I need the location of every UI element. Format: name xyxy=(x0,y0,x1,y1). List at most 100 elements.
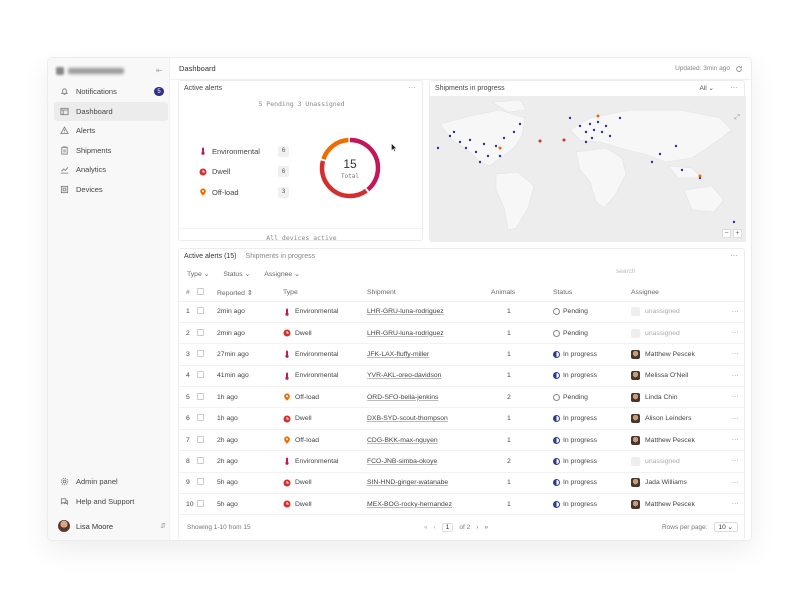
shipment-link[interactable]: FCO-JNB-simba-okoye xyxy=(367,457,438,465)
filter-status[interactable]: Status ⌄ xyxy=(223,271,251,278)
zoom-out-button[interactable]: − xyxy=(722,229,731,238)
row-number: 4 xyxy=(179,365,197,388)
prev-page-icon[interactable]: ‹ xyxy=(433,523,436,531)
shipment-link[interactable]: SIN-HND-ginger-watanabe xyxy=(367,479,449,487)
shipment-dot xyxy=(578,124,582,128)
table-row[interactable]: 6 1h ago Dwell DXB-SYD-scout-thompson 1 In pr… xyxy=(179,407,746,430)
column-header-animals: Animals xyxy=(491,285,553,302)
collapse-sidebar-icon[interactable]: ⇤ xyxy=(156,66,163,75)
table-row[interactable]: 5 1h ago Off-load ORD-SFO-bella-jenkins 2 Pen… xyxy=(179,386,746,409)
row-more-icon[interactable]: ⋯ xyxy=(724,493,746,516)
assignee-cell[interactable]: Matthew Pescek xyxy=(631,343,724,366)
assignee-cell[interactable]: Jada Williams xyxy=(631,472,724,495)
rows-per-page-select[interactable]: 10 ⌄ xyxy=(713,522,738,532)
expand-icon[interactable]: ⤢ xyxy=(734,114,740,121)
map-filter-select[interactable]: All ⌄ xyxy=(699,85,715,92)
avatar xyxy=(631,478,640,488)
row-checkbox[interactable] xyxy=(197,307,204,315)
row-checkbox[interactable] xyxy=(197,499,204,507)
last-page-icon[interactable]: » xyxy=(484,523,489,531)
row-more-icon[interactable]: ⋯ xyxy=(724,407,746,430)
refresh-icon[interactable] xyxy=(735,65,743,73)
row-more-icon[interactable]: ⋯ xyxy=(724,450,746,473)
next-page-icon[interactable]: › xyxy=(476,523,479,531)
row-checkbox[interactable] xyxy=(197,414,204,422)
assignee-cell[interactable]: Melissa O'Neil xyxy=(631,365,724,388)
row-more-icon[interactable]: ⋯ xyxy=(724,365,746,388)
first-page-icon[interactable]: « xyxy=(424,523,428,531)
row-checkbox[interactable] xyxy=(197,478,204,486)
status-label: In progress xyxy=(563,350,598,358)
world-map[interactable]: ⤢ − + xyxy=(430,96,746,242)
table-row[interactable]: 8 2h ago Environmental FCO-JNB-simba-okoye 2… xyxy=(179,450,746,473)
row-more-icon[interactable]: ⋯ xyxy=(724,301,746,323)
shipment-link[interactable]: JFK-LAX-fluffy-miller xyxy=(367,350,430,358)
legend-environmental[interactable]: Environmental 6 xyxy=(199,141,289,162)
row-more-icon[interactable]: ⋯ xyxy=(724,472,746,495)
legend-off-load[interactable]: Off-load 3 xyxy=(199,182,289,203)
table-row[interactable]: 2 2min ago Dwell LHR-GRU-luna-rodriguez 1 Pen… xyxy=(179,322,746,345)
row-checkbox[interactable] xyxy=(197,371,204,379)
tab-shipments-in-progress[interactable]: Shipments in progress xyxy=(245,253,316,260)
assignee-cell[interactable]: Linda Chin xyxy=(631,386,724,409)
tab-active-alerts[interactable]: Active alerts (15) xyxy=(184,253,237,260)
assignee-cell[interactable]: Matthew Pescek xyxy=(631,429,724,452)
row-checkbox[interactable] xyxy=(197,456,204,464)
sidebar-item-notifications[interactable]: Notifications 5 xyxy=(54,82,168,101)
row-checkbox[interactable] xyxy=(197,349,204,357)
assignee-cell[interactable]: Alison Leinders xyxy=(631,407,724,430)
assignee-cell[interactable]: Matthew Pescek xyxy=(631,493,724,516)
shipment-link[interactable]: LHR-GRU-luna-rodriguez xyxy=(367,329,444,337)
shipment-link[interactable]: MEX-BOG-rocky-hernandez xyxy=(367,500,452,508)
more-options-icon[interactable]: ⋯ xyxy=(408,83,416,92)
active-alerts-card: Active alerts ⋯ 5 Pending 3 Unassigned E… xyxy=(178,80,424,242)
alerts-summary: 5 Pending 3 Unassigned xyxy=(258,100,345,108)
brand-logo[interactable] xyxy=(56,66,126,76)
shipment-link[interactable]: YVR-AKL-oreo-davidson xyxy=(367,372,442,380)
table-row[interactable]: 7 2h ago Off-load CDG-BKK-max-nguyen 1 In pro… xyxy=(179,429,746,452)
column-header-reported[interactable]: Reported ⇕ xyxy=(217,285,283,302)
assignee-cell[interactable]: unassigned xyxy=(631,450,724,473)
sidebar-item-shipments[interactable]: Shipments xyxy=(54,141,168,160)
pending-icon xyxy=(553,308,560,316)
legend-dwell[interactable]: Dwell 6 xyxy=(199,162,289,183)
shipment-link[interactable]: ORD-SFO-bella-jenkins xyxy=(367,393,439,401)
table-row[interactable]: 1 2min ago Environmental LHR-GRU-luna-rodri… xyxy=(179,301,746,323)
shipment-link[interactable]: CDG-BKK-max-nguyen xyxy=(367,436,438,444)
page-number-input[interactable]: 1 xyxy=(441,522,454,532)
search-input[interactable]: search xyxy=(616,268,636,275)
in-progress-icon xyxy=(553,350,560,358)
table-row[interactable]: 4 41min ago Environmental YVR-AKL-oreo-davi… xyxy=(179,365,746,388)
table-row[interactable]: 9 5h ago Dwell SIN-HND-ginger-watanabe 1 In p… xyxy=(179,472,746,495)
more-options-icon[interactable]: ⋯ xyxy=(730,83,738,92)
filter-assignee[interactable]: Assignee ⌄ xyxy=(264,271,300,278)
row-more-icon[interactable]: ⋯ xyxy=(724,429,746,452)
sidebar-item-alerts[interactable]: Alerts xyxy=(54,121,168,140)
select-all-checkbox[interactable] xyxy=(197,288,204,296)
row-checkbox[interactable] xyxy=(197,435,204,443)
sidebar-item-help-support[interactable]: Help and Support xyxy=(54,492,168,511)
shipment-link[interactable]: LHR-GRU-luna-rodriguez xyxy=(367,308,444,316)
filter-type[interactable]: Type ⌄ xyxy=(187,271,210,278)
sidebar-item-dashboard[interactable]: Dashboard xyxy=(54,101,168,121)
row-checkbox[interactable] xyxy=(197,392,204,400)
user-menu[interactable]: Lisa Moore ⇵ xyxy=(58,520,166,532)
donut-total-label: Total xyxy=(340,173,360,180)
assignee-cell[interactable]: unassigned xyxy=(631,322,724,345)
zoom-in-button[interactable]: + xyxy=(733,229,742,238)
assignee-cell[interactable]: unassigned xyxy=(631,301,724,323)
table-row[interactable]: 10 5h ago Dwell MEX-BOG-rocky-hernandez 1 In … xyxy=(179,493,746,516)
row-more-icon[interactable]: ⋯ xyxy=(724,386,746,409)
row-more-icon[interactable]: ⋯ xyxy=(724,343,746,366)
row-checkbox[interactable] xyxy=(197,328,204,336)
table-row[interactable]: 3 27min ago Environmental JFK-LAX-fluffy-mi… xyxy=(179,343,746,366)
sidebar-item-admin-panel[interactable]: Admin panel xyxy=(54,472,168,491)
avatar xyxy=(631,307,640,317)
row-number: 7 xyxy=(179,429,197,452)
more-options-icon[interactable]: ⋯ xyxy=(730,251,738,260)
avatar xyxy=(58,520,70,532)
shipment-link[interactable]: DXB-SYD-scout-thompson xyxy=(367,415,448,423)
sidebar-item-analytics[interactable]: Analytics xyxy=(54,160,168,179)
row-more-icon[interactable]: ⋯ xyxy=(724,322,746,345)
sidebar-item-devices[interactable]: Devices xyxy=(54,180,168,199)
